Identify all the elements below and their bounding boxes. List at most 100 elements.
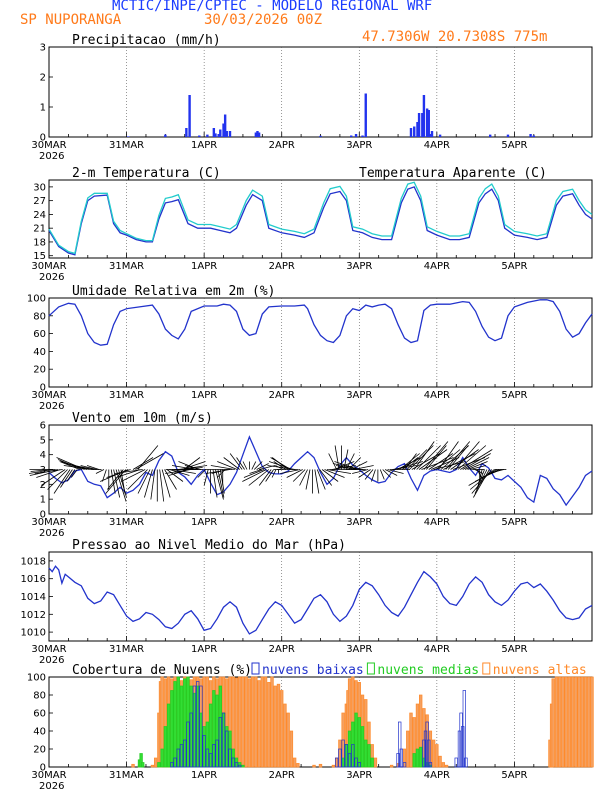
panel-title: Precipitacao (mm/h) xyxy=(72,33,221,48)
x-tick-label: 31MAR xyxy=(109,644,144,655)
y-tick-label: 4 xyxy=(40,450,46,461)
cloud-bar-nuvens-medias xyxy=(341,757,345,768)
cloud-bar-nuvens-baixas xyxy=(189,712,193,768)
cloud-bar-nuvens-altas xyxy=(276,683,281,768)
cloud-bar-nuvens-medias xyxy=(199,712,203,768)
legend-swatch xyxy=(366,662,375,675)
cloud-bar-nuvens-altas xyxy=(280,690,284,768)
cloud-bar-nuvens-medias xyxy=(176,676,180,768)
cloud-bar-nuvens-altas xyxy=(267,682,271,768)
wind-vector xyxy=(286,469,303,478)
cloud-bar-nuvens-baixas xyxy=(454,757,458,768)
wind-vector xyxy=(447,445,469,470)
panel-title: Cobertura de Nuvens (%) xyxy=(72,663,252,678)
cloud-bar-nuvens-medias xyxy=(354,712,358,768)
cloud-bar-nuvens-baixas xyxy=(202,735,206,768)
y-tick-label: 5 xyxy=(40,435,46,446)
wind-vector xyxy=(332,463,361,470)
legend-label: nuvens medias xyxy=(377,663,479,678)
cloud-bar-nuvens-baixas xyxy=(341,739,345,768)
cloud-bar-nuvens-baixas xyxy=(228,748,232,768)
cloud-bar-nuvens-baixas xyxy=(176,748,180,768)
series-line-temp-1 xyxy=(48,181,593,255)
legend-swatch xyxy=(251,662,260,675)
precip-bar xyxy=(427,110,430,137)
wind-vector xyxy=(106,469,131,478)
station-coordinates: 47.7306W 20.7308S 775m xyxy=(362,29,548,45)
precip-bar xyxy=(354,134,358,137)
wind-vector xyxy=(316,469,326,490)
cloud-bar-nuvens-altas xyxy=(257,680,261,768)
x-tick-label: 5APR xyxy=(501,517,527,528)
x-tick-label: 2APR xyxy=(269,261,295,272)
wind-vector xyxy=(217,469,225,498)
cloud-bar-nuvens-altas xyxy=(389,764,394,768)
wind-vector xyxy=(426,445,447,470)
y-tick-label: 100 xyxy=(27,294,46,305)
panel-frame xyxy=(48,46,593,138)
wind-vector xyxy=(464,457,490,470)
cloud-bar-nuvens-medias xyxy=(192,692,197,768)
wind-vector xyxy=(450,449,479,470)
precip-bar xyxy=(438,134,442,137)
precip-bar xyxy=(422,95,426,137)
series-line-temp-0 xyxy=(48,186,593,256)
cloud-bar-nuvens-medias xyxy=(241,764,245,768)
legend-swatch xyxy=(482,662,491,675)
wind-vector xyxy=(328,453,338,470)
wind-vector xyxy=(387,469,404,474)
x-tick-label: 3APR xyxy=(346,390,372,401)
cloud-bar-nuvens-altas xyxy=(554,676,559,768)
cloud-bar-nuvens-altas xyxy=(238,676,242,768)
cloud-bar-nuvens-altas xyxy=(583,676,588,768)
x-tick-label: 30MAR xyxy=(31,261,66,272)
series-line-wind-0 xyxy=(48,435,593,507)
wind-vector xyxy=(86,465,100,470)
wind-vector xyxy=(159,469,165,502)
cloud-bar-nuvens-altas xyxy=(444,764,449,768)
wind-vector xyxy=(258,469,272,486)
cloud-bar-nuvens-baixas xyxy=(215,739,219,768)
y-tick-label: 2 xyxy=(40,480,46,491)
precip-bar xyxy=(350,135,353,137)
wind-vector xyxy=(63,465,92,470)
wind-vector xyxy=(144,469,153,498)
run-datetime: 30/03/2026 00Z xyxy=(204,12,323,28)
y-tick-label: 60 xyxy=(33,329,46,340)
cloud-bar-nuvens-baixas xyxy=(205,748,210,768)
wind-vector xyxy=(47,469,68,490)
panel-title: Pressao ao Nivel Medio do Mar (hPa) xyxy=(72,538,346,553)
cloud-bar-nuvens-medias xyxy=(196,685,200,768)
y-tick-label: 40 xyxy=(33,347,46,358)
wind-vector xyxy=(215,469,224,500)
x-tick-label: 31MAR xyxy=(109,517,144,528)
cloud-bar-nuvens-medias xyxy=(163,726,168,768)
cloud-bar-nuvens-altas xyxy=(409,712,413,768)
cloud-bar-nuvens-altas xyxy=(551,678,555,768)
cloud-bar-nuvens-altas xyxy=(577,676,581,768)
y-tick-label: 1 xyxy=(40,495,46,506)
panel-wind: 30MAR31MAR1APR2APR3APR4APR5APR2026012345… xyxy=(28,411,593,539)
x-tick-label: 2APR xyxy=(269,770,295,781)
cloud-bar-nuvens-altas xyxy=(318,763,323,768)
cloud-bar-nuvens-altas xyxy=(250,676,255,768)
x-year-label: 2026 xyxy=(39,401,64,412)
wind-vector xyxy=(80,465,97,470)
y-tick-label: 0 xyxy=(40,383,46,394)
panel-frame xyxy=(48,676,593,768)
wind-vector xyxy=(474,469,488,494)
cloud-bar-nuvens-medias xyxy=(183,678,187,768)
panel-clouds: 30MAR 31MAR 1APR 2APR 3APR 4APR 5APR 2026 0 20 40 6… xyxy=(27,662,594,792)
cloud-bar-nuvens-baixas xyxy=(464,757,468,768)
wind-vector xyxy=(404,453,417,470)
y-tick-label: 30 xyxy=(33,182,46,193)
wind-vector xyxy=(166,469,184,482)
cloud-bar-nuvens-baixas xyxy=(238,764,242,768)
wind-vector xyxy=(473,469,490,498)
panel-title: Umidade Relativa em 2m (%) xyxy=(72,284,276,299)
cloud-bar-nuvens-altas xyxy=(292,757,297,768)
x-tick-label: 3APR xyxy=(346,261,372,272)
cloud-bar-nuvens-altas xyxy=(406,730,410,768)
cloud-bar-nuvens-medias xyxy=(347,730,352,768)
wind-vector xyxy=(364,469,374,480)
